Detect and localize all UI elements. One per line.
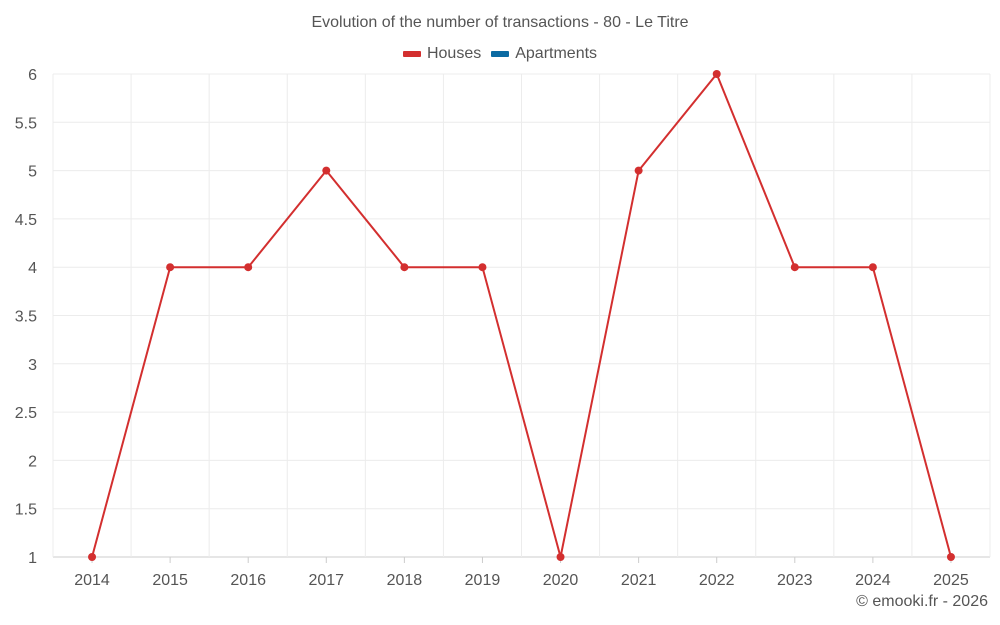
data-point-2015 [166, 263, 175, 272]
x-tick-label: 2019 [465, 572, 501, 589]
legend-label-houses: Houses [426, 45, 482, 62]
data-point-2023 [790, 263, 799, 272]
y-tick-label: 6 [28, 67, 37, 84]
data-point-2024 [868, 263, 877, 272]
x-tick-label: 2024 [855, 572, 891, 589]
x-axis: 2014 2015 2016 2017 2018 2019 2020 2021 2022 2023… [74, 557, 969, 589]
apartments-swatch-icon [491, 51, 510, 57]
data-point-2021 [634, 166, 643, 175]
x-tick-label: 2025 [933, 572, 969, 589]
houses-swatch-icon [402, 51, 421, 57]
x-tick-label: 2021 [621, 572, 657, 589]
legend-label-apartments: Apartments [515, 45, 598, 62]
data-point-2019 [478, 263, 487, 272]
y-tick-label: 1.5 [15, 502, 37, 519]
copyright-credit: © emooki.fr - 2026 [856, 593, 988, 610]
legend-item-houses[interactable]: Houses [402, 45, 482, 63]
y-tick-label: 3.5 [15, 309, 37, 326]
x-tick-label: 2018 [387, 572, 423, 589]
y-tick-label: 5 [28, 164, 37, 181]
x-tick-label: 2020 [543, 572, 579, 589]
legend-item-apartments[interactable]: Apartments [491, 45, 597, 63]
grid-lines [52, 73, 991, 558]
data-point-2016 [244, 263, 253, 272]
legend: Houses Apartments [0, 45, 1000, 63]
x-tick-label: 2014 [74, 572, 110, 589]
y-tick-label: 1 [28, 550, 37, 567]
y-tick-label: 3 [28, 357, 37, 374]
y-tick-label: 2.5 [15, 405, 37, 422]
data-point-2020 [556, 553, 565, 561]
data-point-2017 [322, 166, 331, 175]
x-tick-label: 2016 [230, 572, 266, 589]
data-point-2018 [400, 263, 409, 272]
y-tick-label: 4 [28, 260, 37, 277]
y-axis: 1 1.5 2 2.5 3 3.5 4 4.5 5 5.5 6 [15, 67, 37, 567]
series-houses [88, 70, 955, 561]
y-tick-label: 2 [28, 453, 37, 470]
series-line-houses [91, 73, 952, 558]
y-tick-label: 5.5 [15, 115, 37, 132]
x-tick-label: 2015 [152, 572, 188, 589]
data-point-2022 [712, 70, 721, 78]
x-tick-label: 2023 [777, 572, 813, 589]
data-point-2014 [88, 553, 97, 561]
y-tick-label: 4.5 [15, 212, 37, 229]
x-tick-label: 2022 [699, 572, 735, 589]
chart-title: Evolution of the number of transactions … [311, 14, 689, 31]
data-point-2025 [946, 553, 955, 561]
x-tick-label: 2017 [308, 572, 344, 589]
